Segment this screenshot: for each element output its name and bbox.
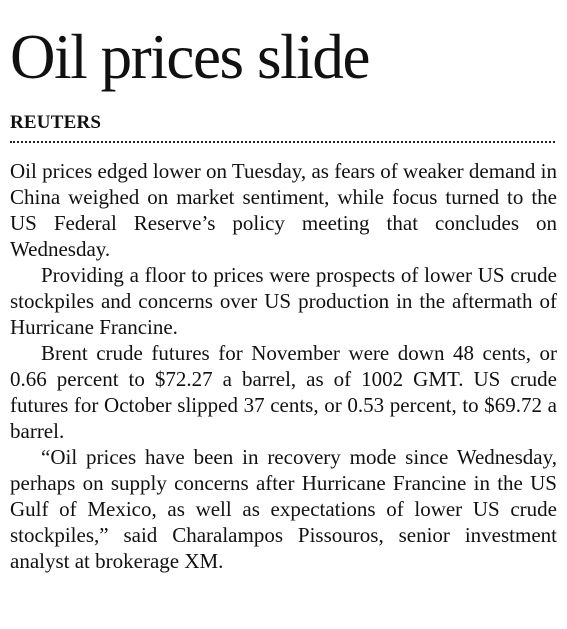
news-article: Oil prices slide REUTERS Oil prices edge… — [10, 0, 557, 574]
paragraph-4: “Oil prices have been in recovery mode s… — [10, 445, 557, 573]
paragraph-3: Brent crude futures for November were do… — [10, 341, 557, 443]
paragraph-2: Providing a floor to prices were prospec… — [10, 263, 557, 339]
dotted-divider — [10, 141, 555, 143]
article-body: Oil prices edged lower on Tuesday, as fe… — [10, 158, 557, 574]
byline: REUTERS — [10, 112, 102, 133]
paragraph-1: Oil prices edged lower on Tuesday, as fe… — [10, 159, 557, 261]
headline: Oil prices slide — [10, 22, 370, 92]
